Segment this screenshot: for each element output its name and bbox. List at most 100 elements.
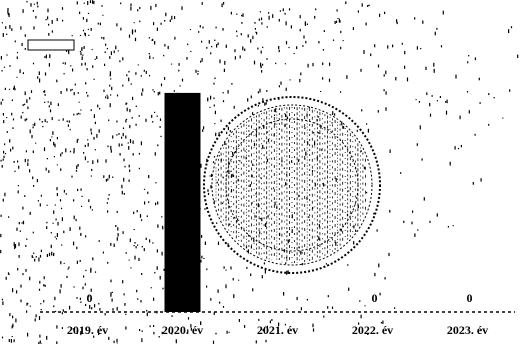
noise-speck bbox=[96, 56, 97, 59]
noise-speck bbox=[224, 69, 225, 72]
noise-speck bbox=[70, 65, 71, 66]
noise-speck bbox=[254, 215, 255, 217]
noise-speck bbox=[315, 8, 316, 10]
noise-speck bbox=[14, 171, 15, 172]
noise-speck bbox=[404, 51, 405, 54]
noise-speck bbox=[141, 338, 142, 342]
noise-speck bbox=[84, 46, 85, 49]
noise-speck bbox=[44, 56, 45, 58]
noise-speck bbox=[94, 79, 95, 80]
noise-speck bbox=[57, 193, 58, 196]
noise-speck bbox=[12, 127, 13, 129]
noise-speck bbox=[262, 64, 263, 66]
noise-speck bbox=[397, 22, 398, 24]
noise-speck bbox=[348, 190, 349, 191]
noise-speck bbox=[142, 88, 143, 91]
noise-speck bbox=[208, 193, 209, 195]
noise-speck bbox=[368, 129, 369, 133]
noise-speck bbox=[88, 35, 89, 36]
noise-speck bbox=[69, 120, 70, 122]
noise-speck bbox=[266, 102, 267, 105]
noise-speck bbox=[37, 6, 38, 8]
noise-speck bbox=[387, 45, 388, 48]
noise-speck bbox=[160, 276, 161, 280]
noise-speck bbox=[48, 101, 49, 102]
noise-speck bbox=[4, 143, 5, 145]
noise-speck bbox=[360, 69, 361, 72]
noise-speck bbox=[46, 222, 47, 224]
noise-speck bbox=[155, 182, 156, 183]
noise-speck bbox=[20, 285, 21, 288]
noise-speck bbox=[57, 164, 58, 165]
noise-speck bbox=[141, 75, 142, 77]
noise-speck bbox=[479, 78, 480, 81]
noise-speck bbox=[49, 63, 50, 67]
noise-speck bbox=[265, 270, 266, 274]
noise-speck bbox=[138, 64, 139, 65]
noise-speck bbox=[455, 146, 456, 150]
noise-speck bbox=[252, 164, 253, 166]
noise-speck bbox=[110, 294, 111, 296]
noise-speck bbox=[153, 57, 154, 58]
noise-speck bbox=[93, 1, 94, 4]
noise-speck bbox=[294, 53, 295, 54]
noise-speck bbox=[157, 224, 158, 227]
noise-speck bbox=[314, 16, 315, 19]
noise-speck bbox=[171, 16, 172, 20]
noise-speck bbox=[239, 160, 240, 161]
noise-speck bbox=[26, 303, 27, 306]
noise-speck bbox=[136, 246, 137, 248]
noise-speck bbox=[30, 3, 31, 7]
noise-speck bbox=[57, 137, 58, 139]
noise-speck bbox=[267, 26, 268, 28]
noise-speck bbox=[34, 123, 35, 126]
noise-speck bbox=[144, 70, 145, 72]
legend-swatch bbox=[28, 40, 74, 50]
noise-speck bbox=[286, 41, 287, 44]
noise-speck bbox=[157, 249, 158, 252]
noise-speck bbox=[171, 315, 172, 317]
noise-speck bbox=[70, 129, 71, 130]
noise-speck bbox=[200, 260, 201, 263]
noise-speck bbox=[46, 168, 47, 171]
noise-speck bbox=[92, 49, 93, 50]
noise-speck bbox=[148, 201, 149, 203]
noise-speck bbox=[118, 133, 119, 135]
noise-speck bbox=[297, 297, 298, 300]
noise-speck bbox=[201, 256, 202, 259]
noise-speck bbox=[82, 196, 83, 197]
noise-speck bbox=[67, 121, 68, 123]
noise-speck bbox=[367, 5, 368, 7]
noise-speck bbox=[128, 71, 129, 73]
noise-speck bbox=[259, 231, 260, 233]
noise-speck bbox=[49, 253, 50, 256]
noise-speck bbox=[250, 184, 251, 187]
noise-speck bbox=[126, 103, 127, 106]
noise-speck bbox=[339, 19, 340, 23]
noise-speck bbox=[210, 96, 211, 100]
noise-speck bbox=[209, 40, 210, 44]
noise-speck bbox=[95, 271, 96, 272]
noise-speck bbox=[22, 222, 23, 223]
noise-speck bbox=[488, 93, 489, 95]
noise-speck bbox=[123, 231, 124, 234]
noise-speck bbox=[60, 154, 61, 157]
noise-speck bbox=[85, 63, 86, 66]
noise-speck bbox=[359, 300, 360, 302]
noise-speck bbox=[133, 141, 134, 144]
noise-speck bbox=[384, 12, 385, 14]
noise-speck bbox=[118, 233, 119, 237]
noise-speck bbox=[337, 9, 338, 11]
noise-speck bbox=[429, 221, 430, 223]
noise-speck bbox=[39, 71, 40, 75]
noise-speck bbox=[233, 294, 234, 298]
noise-speck bbox=[145, 119, 146, 122]
noise-speck bbox=[37, 2, 38, 5]
noise-speck bbox=[40, 303, 41, 304]
noise-speck bbox=[125, 326, 126, 329]
noise-speck bbox=[68, 50, 69, 54]
noise-speck bbox=[105, 159, 106, 162]
noise-speck bbox=[33, 124, 34, 125]
noise-speck bbox=[19, 255, 20, 258]
